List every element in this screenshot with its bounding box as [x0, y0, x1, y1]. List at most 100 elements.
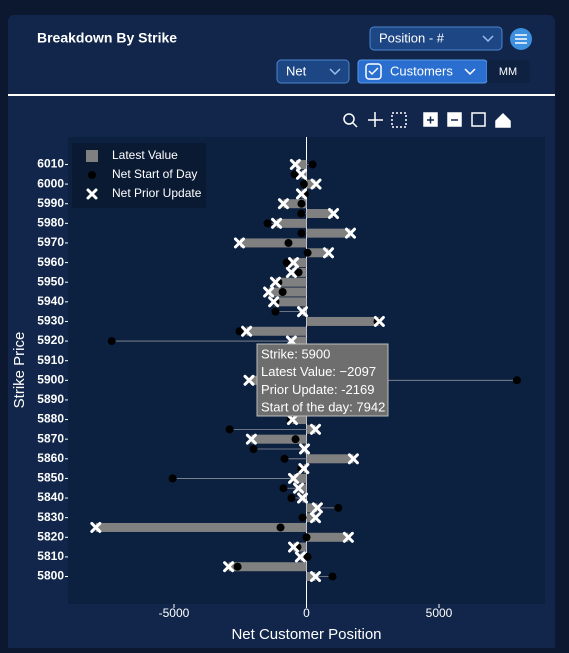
start-of-day-marker	[271, 307, 280, 316]
bar	[95, 522, 307, 532]
start-of-day-marker	[297, 229, 306, 238]
bar	[292, 415, 307, 425]
start-of-day-marker	[235, 327, 244, 336]
bar	[306, 503, 318, 513]
tooltip-line: Latest Value: −2097	[261, 364, 376, 379]
prior-update-marker	[299, 443, 311, 455]
prior-update-marker	[243, 374, 255, 386]
prior-update-marker	[288, 257, 300, 269]
bar	[298, 483, 307, 493]
prior-update-marker	[271, 217, 283, 229]
prior-update-marker	[268, 296, 280, 308]
start-of-day-marker	[298, 513, 307, 522]
bar	[306, 513, 316, 523]
start-of-day-marker	[263, 219, 272, 228]
legend-label: Net Start of Day	[112, 167, 197, 181]
bar	[251, 434, 307, 444]
y-tick-label: 5850	[37, 471, 64, 485]
start-of-day-marker	[328, 572, 337, 581]
y-axis-label: Strike Price	[11, 332, 28, 409]
select-icon[interactable]	[391, 112, 407, 128]
y-tick-label: 5810	[37, 549, 64, 563]
y-tick-label: 5840	[37, 490, 64, 504]
start-of-day-marker	[297, 199, 306, 208]
bar	[301, 169, 307, 179]
zoom-icon[interactable]	[343, 113, 355, 125]
y-tick-label: 5910	[37, 353, 64, 367]
x-axis-label: Net Customer Position	[231, 626, 381, 643]
y-tick-label: 5980	[37, 216, 64, 230]
tooltip-line: Start of the day: 7942	[261, 400, 385, 415]
home-icon[interactable]	[495, 112, 511, 128]
position-select-label: Position - #	[379, 30, 445, 45]
y-tick-label: 5920	[37, 333, 64, 347]
bar	[306, 316, 380, 326]
autoscale-icon[interactable]	[471, 112, 486, 127]
legend-swatch	[86, 188, 98, 200]
net-select[interactable]	[276, 59, 350, 84]
legend-swatch	[88, 171, 96, 179]
bar	[300, 552, 307, 562]
tooltip-line: Prior Update: -2169	[261, 382, 374, 397]
prior-update-marker	[310, 423, 322, 435]
bar	[275, 277, 307, 287]
prior-update-marker	[347, 453, 359, 465]
start-of-day-marker	[225, 425, 234, 434]
title: Breakdown By Strike	[37, 30, 177, 46]
y-tick-label: 5830	[37, 510, 64, 524]
start-of-day-marker	[168, 474, 177, 483]
prior-update-marker	[311, 502, 323, 514]
y-tick-label: 5990	[37, 196, 64, 210]
prior-update-marker	[277, 198, 289, 210]
pan-icon[interactable]	[368, 112, 383, 127]
y-tick-label: 5880	[37, 412, 64, 426]
start-of-day-marker	[303, 552, 312, 561]
start-of-day-marker	[280, 454, 289, 463]
prior-update-marker	[245, 433, 257, 445]
bar	[306, 572, 316, 582]
prior-update-marker	[263, 286, 275, 298]
filter-icon	[515, 34, 527, 44]
x-tick-label: 5000	[426, 606, 453, 620]
bar	[228, 562, 307, 572]
y-tick-label: 5940	[37, 294, 64, 308]
y-tick-label: 5930	[37, 314, 64, 328]
legend-swatch	[86, 150, 98, 162]
start-of-day-marker	[308, 160, 317, 169]
y-tick-label: 5970	[37, 235, 64, 249]
prior-update-marker	[342, 531, 354, 543]
mm-button[interactable]	[487, 60, 530, 83]
bar	[293, 258, 307, 268]
y-tick-label: 5860	[37, 451, 64, 465]
chevron	[482, 35, 494, 43]
start-of-day-marker	[287, 494, 296, 503]
prior-update-marker	[233, 237, 245, 249]
start-of-day-marker	[334, 503, 343, 512]
mm-label: MM	[499, 66, 517, 78]
legend-label: Latest Value	[112, 148, 178, 162]
prior-update-marker	[322, 247, 334, 259]
prior-update-marker	[288, 541, 300, 553]
chevron	[464, 68, 476, 76]
prior-update-marker	[285, 266, 297, 278]
toolbar	[343, 112, 511, 128]
start-of-day-marker	[278, 288, 287, 297]
checkbox	[365, 63, 382, 80]
bar	[306, 228, 351, 238]
prior-update-marker	[310, 512, 322, 524]
y-tick-label: 5800	[37, 569, 64, 583]
bar	[293, 473, 307, 483]
x-tick-label: -5000	[159, 606, 190, 620]
tooltip-box	[256, 343, 389, 417]
prior-update-marker	[297, 306, 309, 318]
prior-update-marker	[269, 276, 281, 288]
bar	[273, 297, 307, 307]
bar	[268, 287, 307, 297]
prior-update-marker	[289, 158, 301, 170]
prior-update-marker	[298, 463, 310, 475]
y-tick-label: 5890	[37, 392, 64, 406]
position-select[interactable]	[369, 26, 503, 51]
start-of-day-marker	[512, 376, 521, 385]
